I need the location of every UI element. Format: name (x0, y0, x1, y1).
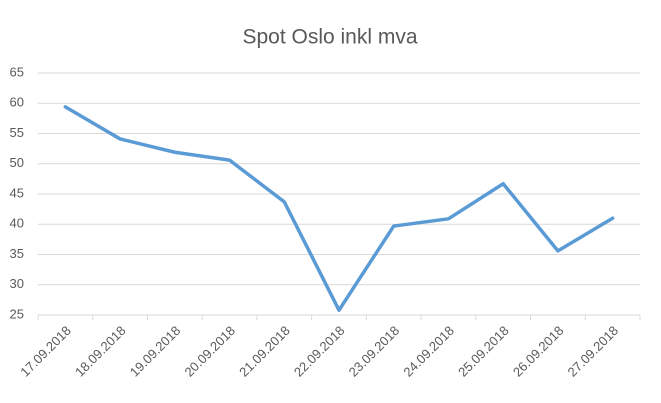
chart-title: Spot Oslo inkl mva (242, 26, 417, 49)
y-tick-label: 45 (10, 185, 24, 200)
y-tick-label: 65 (10, 64, 24, 79)
y-tick-label: 60 (10, 95, 24, 110)
line (63, 105, 615, 312)
y-tick-label: 55 (10, 125, 24, 140)
y-tick-label: 30 (10, 276, 24, 291)
y-tick-label: 35 (10, 246, 24, 261)
y-tick-label: 50 (10, 155, 24, 170)
y-tick-label: 25 (10, 306, 24, 321)
y-tick-label: 40 (10, 216, 24, 231)
